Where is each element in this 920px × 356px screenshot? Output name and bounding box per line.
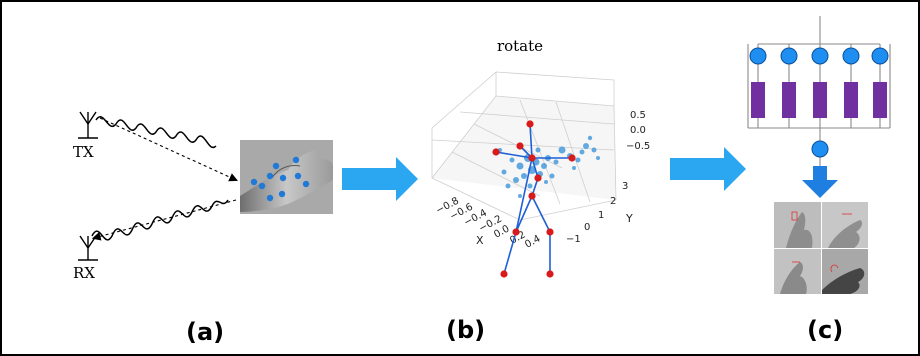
skeleton-joints (492, 120, 576, 278)
x-tick-label: 0.4 (523, 233, 542, 250)
panel-label-b: (b) (446, 316, 486, 344)
panel-a: TX RX (73, 111, 333, 282)
keypoint (266, 194, 274, 202)
lstm-cell (782, 82, 796, 118)
panel-label-c: (c) (807, 316, 844, 344)
joint (492, 148, 500, 156)
panel-label-a: (a) (186, 318, 225, 346)
y-axis-ticks: 3 2 1 0 −1 Y (566, 181, 633, 245)
keypoint (278, 190, 286, 198)
keypoint (302, 180, 310, 188)
keypoint (258, 182, 266, 190)
joint (528, 154, 536, 162)
joint (516, 142, 524, 150)
x-axis-ticks: −0.8 −0.6 −0.4 −0.2 0.0 0.2 0.4 X (434, 196, 542, 251)
plot-title: rotate (497, 37, 543, 55)
joint (534, 174, 542, 182)
tx-wave-icon (95, 116, 217, 149)
down-arrow (802, 166, 838, 198)
joint (546, 270, 554, 278)
tx-antenna-icon (78, 111, 98, 139)
keypoint (272, 162, 280, 170)
keypoint (266, 172, 274, 180)
node (749, 47, 767, 65)
node (871, 47, 889, 65)
y-tick-label: 0 (584, 222, 590, 233)
rx-label: RX (73, 264, 95, 282)
tx-signal-path (99, 117, 239, 182)
flow-arrow-a-b (342, 157, 418, 201)
output-node (811, 140, 829, 158)
y-tick-label: 3 (622, 181, 628, 192)
node (842, 47, 860, 65)
lstm-cell (751, 82, 765, 118)
gesture-photos (774, 202, 868, 294)
joint (546, 228, 554, 236)
joint (568, 154, 576, 162)
joint (500, 270, 508, 278)
rx-antenna-icon (78, 235, 98, 261)
z-tick-label: 0.5 (630, 110, 646, 121)
lstm-cell (844, 82, 858, 118)
keypoint (292, 156, 300, 164)
joint (512, 228, 520, 236)
tx-label: TX (73, 143, 94, 161)
keypoint (294, 172, 302, 180)
x-axis-label: X (476, 234, 484, 247)
lstm-cell (873, 82, 887, 118)
panel-b: rotate 0.5 0.0 −0.5 (431, 37, 650, 278)
y-axis-label: Y (625, 212, 633, 225)
z-axis-ticks: 0.5 0.0 −0.5 (626, 110, 650, 152)
flow-arrow-b-c (670, 147, 746, 191)
y-tick-label: 1 (598, 210, 604, 221)
y-tick-label: 2 (610, 196, 616, 207)
keypoint (250, 178, 258, 186)
hand-photo (240, 140, 333, 214)
z-tick-label: −0.5 (626, 141, 650, 152)
joint (526, 120, 534, 128)
input-nodes (749, 47, 889, 65)
joint (528, 192, 536, 200)
keypoint (279, 174, 287, 182)
rx-signal-path (91, 199, 237, 241)
point-cloud (498, 135, 600, 198)
lstm-network-diagram (747, 16, 891, 166)
z-tick-label: 0.0 (630, 125, 646, 136)
y-tick-label: −1 (566, 234, 581, 245)
panel-c (747, 16, 891, 294)
lstm-cell (813, 82, 827, 118)
node (780, 47, 798, 65)
node (811, 47, 829, 65)
lstm-cells (751, 82, 887, 118)
